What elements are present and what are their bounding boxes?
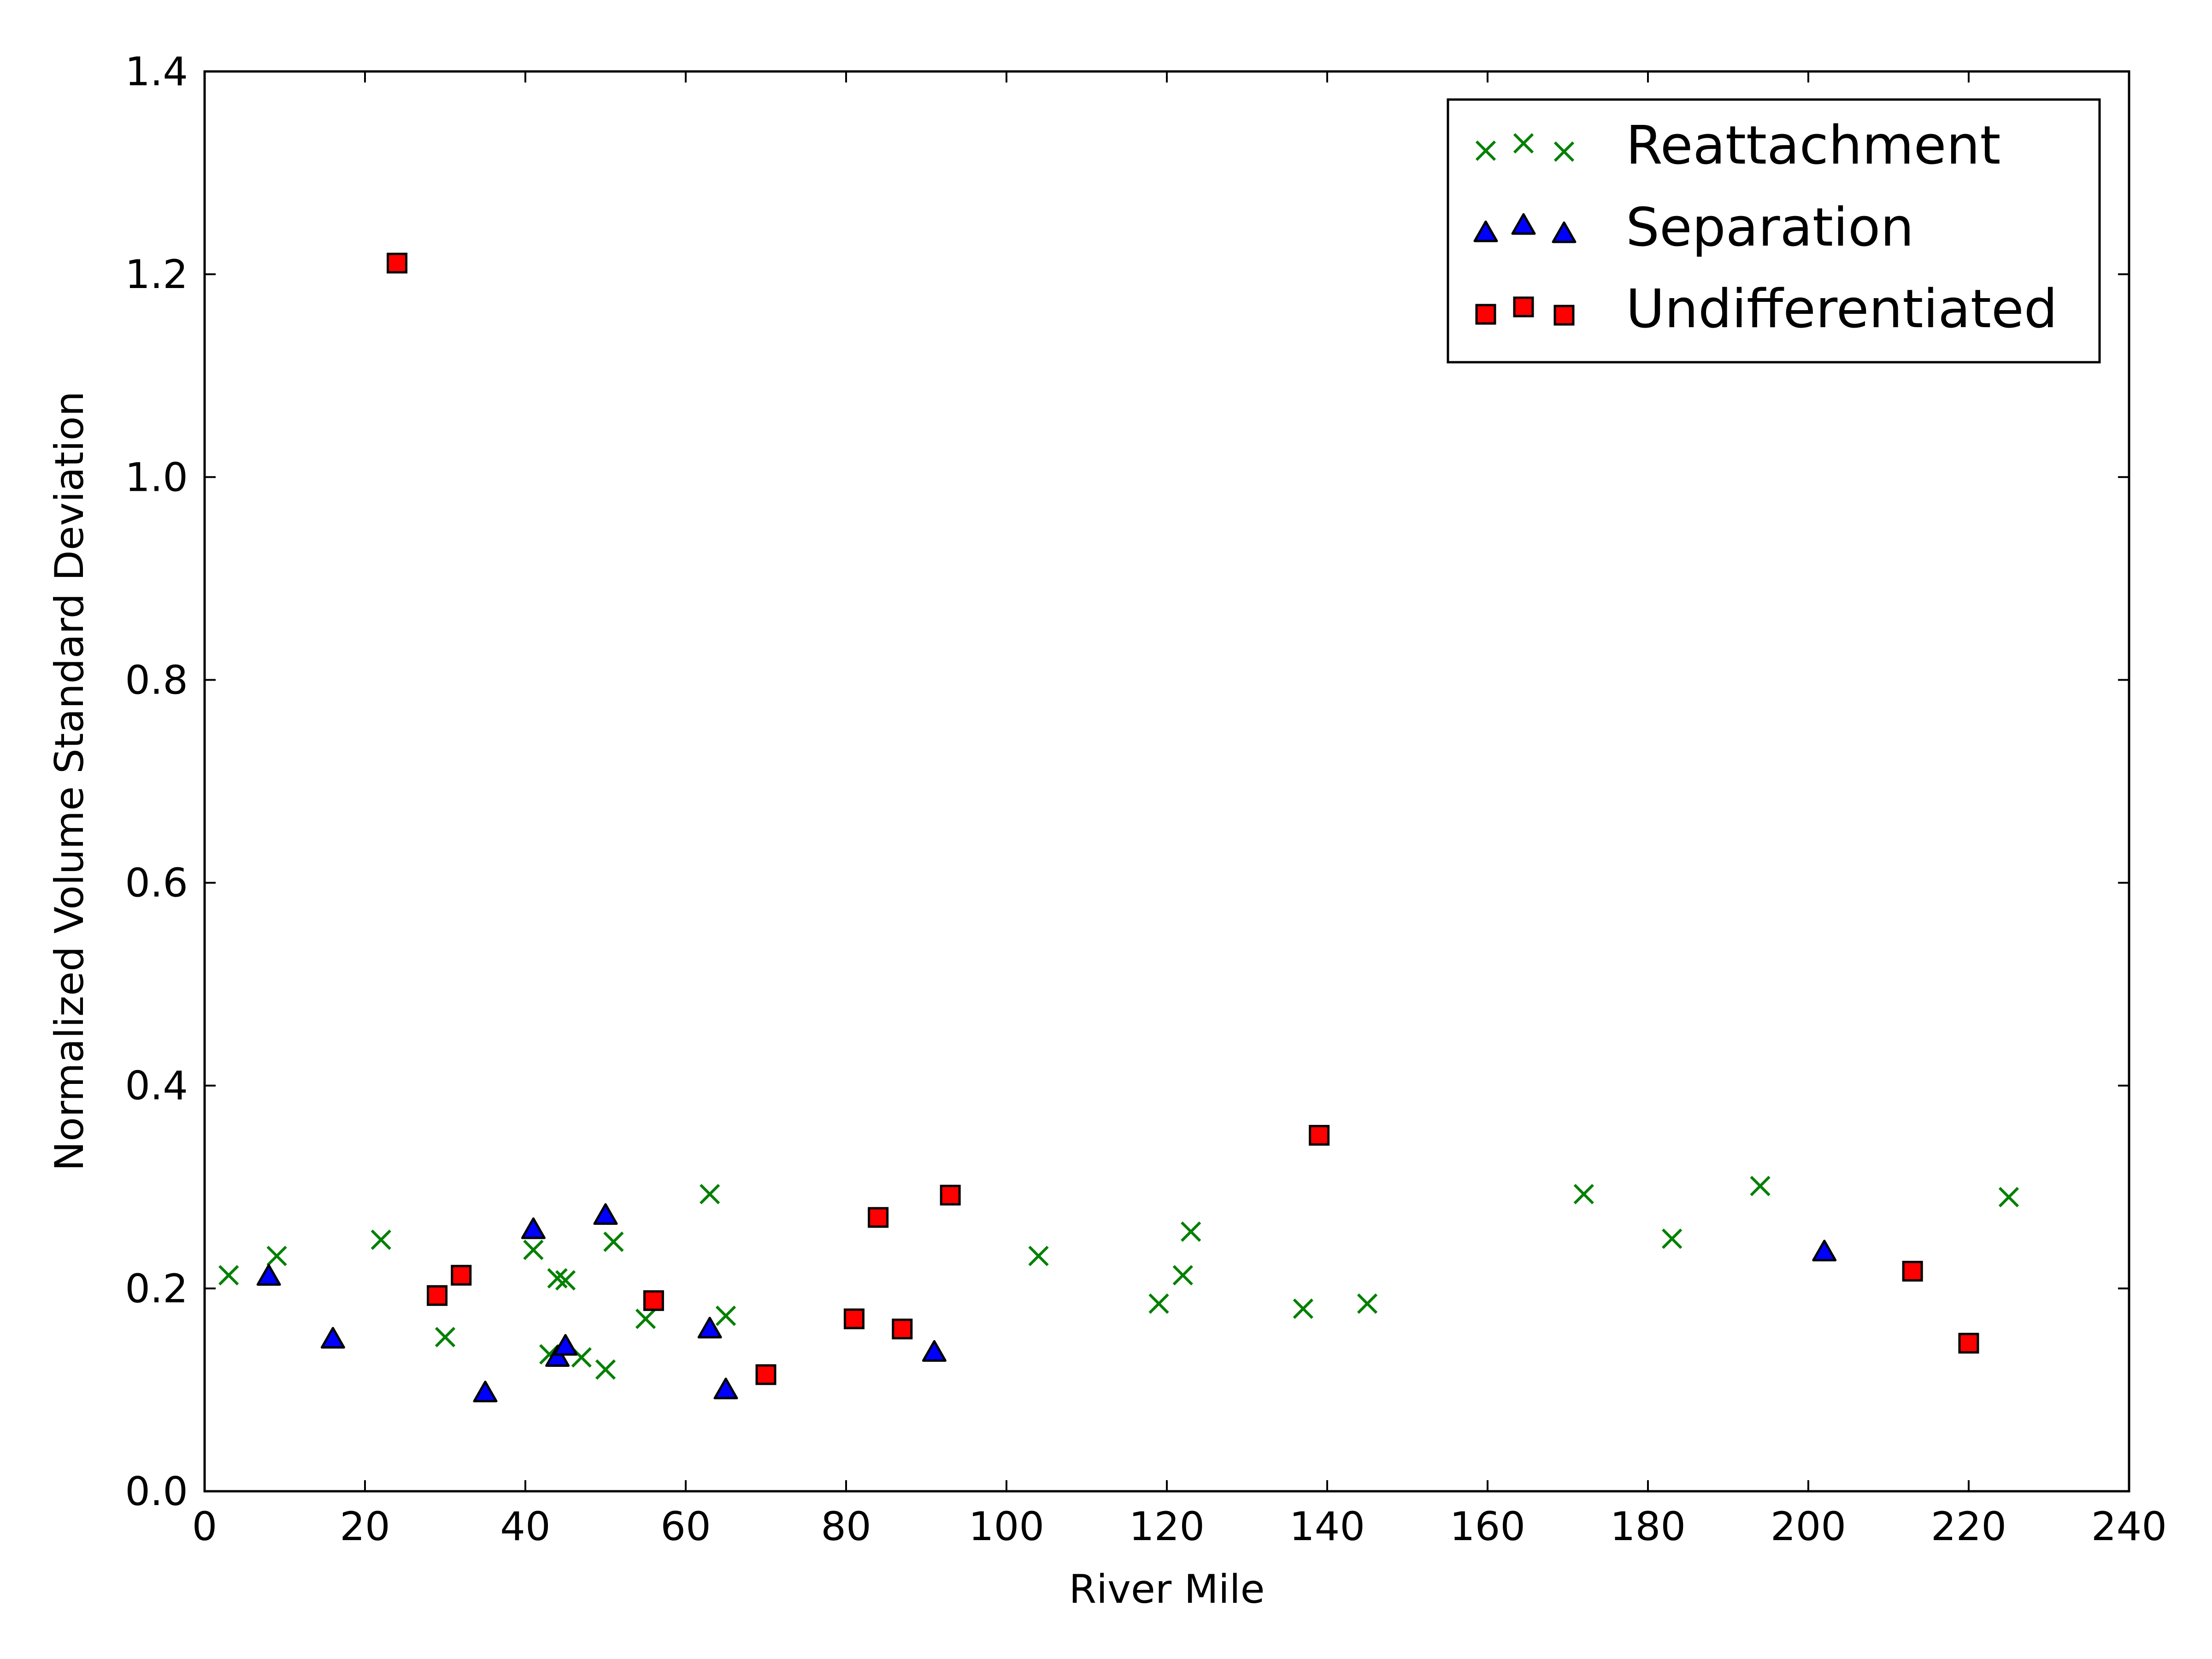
legend-marker-reattachment [1513, 133, 1534, 154]
reattachment-point [635, 1308, 656, 1329]
reattachment-point [266, 1246, 287, 1266]
legend-marker-undifferentiated [1553, 305, 1575, 326]
x-tick-label: 200 [1771, 1504, 1846, 1550]
x-tick-label: 20 [340, 1504, 390, 1550]
undifferentiated-point [892, 1318, 913, 1340]
reattachment-point [1998, 1187, 2019, 1207]
reattachment-point [603, 1231, 624, 1252]
y-tick-label: 0.2 [125, 1266, 188, 1312]
x-tick-label: 100 [969, 1504, 1044, 1550]
undifferentiated-point [755, 1364, 777, 1385]
reattachment-point [1573, 1184, 1594, 1205]
separation-point [473, 1381, 498, 1403]
undifferentiated-point [940, 1184, 961, 1206]
reattachment-point [371, 1230, 391, 1250]
reattachment-point [1181, 1221, 1201, 1242]
undifferentiated-point [427, 1285, 448, 1306]
data-points [218, 253, 2019, 1403]
plot-frame [203, 70, 2130, 1493]
reattachment-point [435, 1327, 456, 1347]
x-tick-label: 220 [1931, 1504, 2006, 1550]
separation-point [320, 1327, 345, 1349]
undifferentiated-point [387, 253, 408, 274]
x-tick-label: 180 [1610, 1504, 1686, 1550]
x-tick-label: 60 [660, 1504, 711, 1550]
x-tick-label: 80 [821, 1504, 871, 1550]
undifferentiated-point [868, 1207, 889, 1228]
reattachment-point [555, 1270, 576, 1291]
separation-point [1812, 1240, 1837, 1262]
reattachment-point [715, 1306, 736, 1326]
legend-marker-undifferentiated [1513, 296, 1534, 318]
undifferentiated-point [843, 1308, 865, 1330]
y-axis-label: Normalized Volume Standard Deviation [47, 391, 93, 1171]
reattachment-point [595, 1359, 616, 1380]
y-tick-label: 0.4 [125, 1063, 188, 1109]
x-tick-label: 40 [500, 1504, 550, 1550]
reattachment-point [218, 1265, 239, 1286]
separation-point [545, 1345, 570, 1367]
separation-point [922, 1340, 947, 1362]
x-tick-label: 0 [192, 1504, 218, 1550]
undifferentiated-point [643, 1290, 664, 1311]
separation-point [593, 1203, 618, 1225]
undifferentiated-point [1309, 1125, 1330, 1146]
reattachment-point [1357, 1293, 1378, 1314]
reattachment-point [1293, 1298, 1313, 1319]
x-tick-label: 140 [1289, 1504, 1365, 1550]
legend-marker-undifferentiated [1475, 304, 1496, 325]
x-tick-label: 160 [1450, 1504, 1525, 1550]
reattachment-point [547, 1268, 568, 1288]
y-tick-label: 0.6 [125, 860, 188, 906]
separation-point [713, 1377, 738, 1400]
legend: Reattachment Separation Undifferentiated [1447, 98, 2101, 364]
reattachment-point [700, 1184, 720, 1205]
reattachment-point [523, 1240, 544, 1260]
separation-point [553, 1334, 578, 1356]
legend-marker-separation [1552, 221, 1577, 243]
y-axis-ticks: 0.0 0.2 0.4 0.6 0.8 1.0 1.2 1.4 [125, 49, 2129, 1515]
x-axis-label: River Mile [1069, 1566, 1265, 1612]
legend-label: Reattachment [1626, 115, 2000, 176]
reattachment-point [1662, 1228, 1683, 1249]
legend-label: Undifferentiated [1626, 278, 2058, 340]
y-tick-label: 1.2 [125, 252, 188, 298]
y-tick-label: 0.0 [125, 1469, 188, 1515]
y-tick-label: 0.8 [125, 657, 188, 703]
legend-marker-reattachment [1475, 140, 1496, 161]
x-axis-ticks: 0 20 40 60 80 100 120 140 160 180 200 220 240 [192, 71, 2167, 1550]
reattachment-point [1148, 1293, 1169, 1314]
separation-point [697, 1317, 722, 1339]
legend-label: Separation [1626, 197, 1914, 259]
x-tick-label: 240 [2091, 1504, 2167, 1550]
legend-marker-separation [1511, 213, 1536, 235]
undifferentiated-point [1902, 1260, 1923, 1282]
separation-point [521, 1217, 546, 1239]
y-tick-label: 1.4 [125, 49, 188, 95]
legend-marker-reattachment [1553, 141, 1575, 162]
legend-marker-separation [1473, 220, 1498, 242]
reattachment-point [1028, 1246, 1049, 1266]
x-tick-label: 120 [1129, 1504, 1205, 1550]
undifferentiated-point [451, 1265, 472, 1286]
undifferentiated-point [1958, 1333, 1979, 1354]
y-tick-label: 1.0 [125, 454, 188, 500]
separation-point [256, 1264, 281, 1286]
reattachment-point [1172, 1265, 1193, 1286]
reattachment-point [1750, 1176, 1771, 1196]
